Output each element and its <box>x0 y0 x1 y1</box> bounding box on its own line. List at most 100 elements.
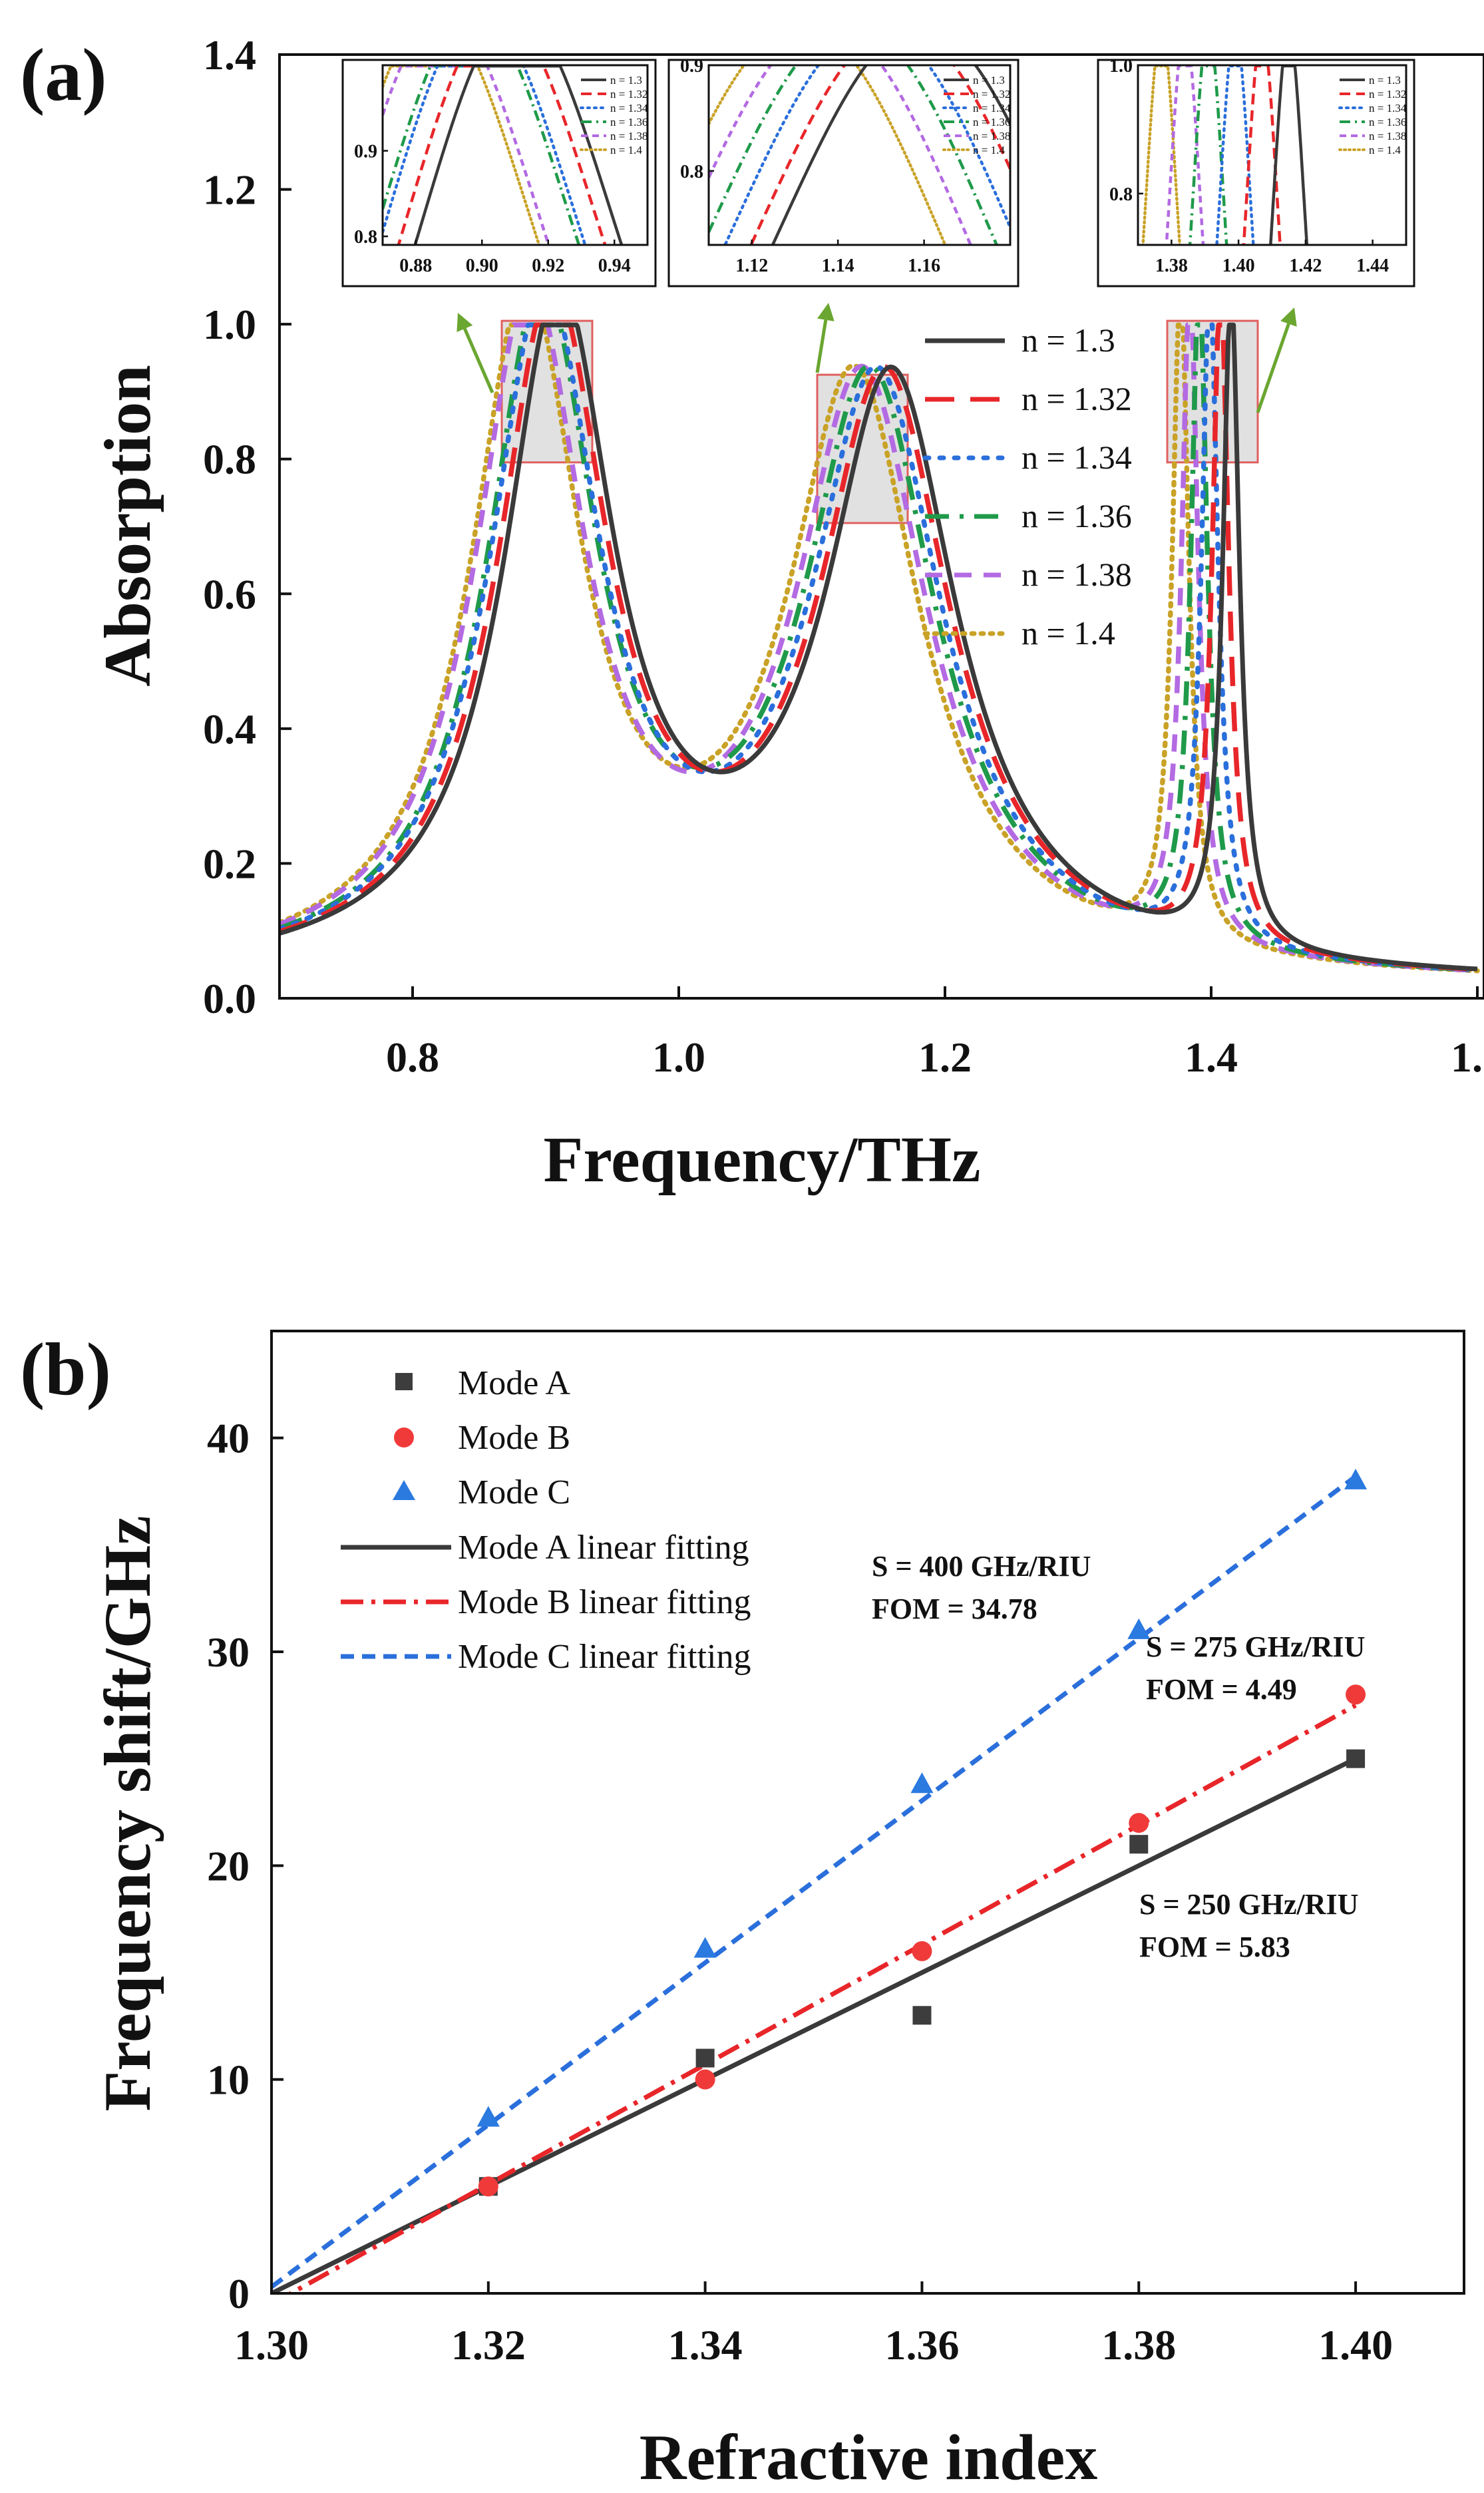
legend-label: Mode B <box>458 1419 570 1457</box>
point-mode-a <box>1346 1749 1366 1768</box>
inset-arrow-2 <box>815 319 828 373</box>
inset-series-line-n-1.36 <box>709 65 999 245</box>
y-tick-label: 0.8 <box>203 436 256 483</box>
panel-b-axes: 1.30 1.32 1.34 1.36 1.38 1.40 0 10 20 30 40 <box>207 1415 1393 2369</box>
inset-legend-label: n = 1.34 <box>610 102 648 114</box>
inset-legend-label: n = 1.36 <box>1369 116 1406 128</box>
series-line-n-1.38 <box>279 322 1479 973</box>
x-tick-label: 1.40 <box>1318 2321 1393 2369</box>
inset-legend-label: n = 1.38 <box>610 130 648 142</box>
inset-series-group <box>709 65 1010 245</box>
inset-x-tick-label: 0.88 <box>399 256 432 276</box>
point-mode-c <box>693 1937 717 1958</box>
inset-x-tick-label: 1.38 <box>1155 256 1188 276</box>
fit-lines-group <box>272 1474 1358 2293</box>
inset-arrow-3 <box>1256 323 1290 413</box>
x-tick-label: 1.2 <box>918 1034 972 1081</box>
legend-entry-n-1.38: n = 1.38 <box>925 556 1132 593</box>
inset-y-tick-label: 0.8 <box>1109 184 1133 205</box>
legend-entry-mode-b-fit: Mode B linear fitting <box>341 1583 751 1621</box>
inset-arrow-head-2 <box>817 303 835 321</box>
panel-b-label: (b) <box>20 1328 111 1411</box>
y-tick-label: 40 <box>207 1415 250 1462</box>
inset-legend-label: n = 1.36 <box>973 116 1010 128</box>
point-mode-c <box>1344 1468 1368 1489</box>
fit-line-mode-a <box>272 1756 1357 2293</box>
y-tick-label: 0.0 <box>203 975 256 1022</box>
panel-b-y-axis-label: Frequency shift/GHz <box>91 1515 164 2111</box>
series-line-n-1.36 <box>279 322 1479 973</box>
inset-y-tick-label: 0.8 <box>680 162 703 182</box>
inset-legend-label: n = 1.38 <box>973 130 1010 142</box>
legend-label: Mode C <box>458 1473 570 1511</box>
inset-series-line-n-1.38 <box>383 65 550 245</box>
inset-legend: n = 1.3n = 1.32 n = 1.34 n = 1.36 n = 1.38 n… <box>580 74 648 156</box>
panel-a-insets: 0.88 0.90 0.92 0.940.80.9n = 1.3n = 1.32n =… <box>341 56 1415 413</box>
panel-a: (a) 0.8 1.0 1.2 1.4 1.6 0.0 0.2 0.4 0.6 0.8 1.0 1.2… <box>20 31 1484 1196</box>
fit-line-mode-c <box>272 1474 1358 2289</box>
inset-x-tick-label: 1.12 <box>735 256 768 276</box>
point-mode-a <box>912 2006 932 2025</box>
series-line-n-1.32 <box>279 322 1479 972</box>
annotation-mode-a-fom: FOM = 5.83 <box>1139 1931 1290 1963</box>
y-tick-label: 30 <box>207 1629 250 1676</box>
annotation-mode-b-fom: FOM = 4.49 <box>1146 1673 1297 1706</box>
inset-1: 0.88 0.90 0.92 0.940.80.9n = 1.3n = 1.32n =… <box>341 59 657 288</box>
inset-legend-label: n = 1.32 <box>610 88 648 100</box>
inset-y-tick-label: 1.0 <box>1109 56 1133 77</box>
legend-label: Mode A linear fitting <box>458 1529 749 1567</box>
legend-label: Mode C linear fitting <box>458 1638 751 1676</box>
point-mode-b <box>695 2069 715 2090</box>
inset-series-line-n-1.32 <box>1242 65 1282 245</box>
panel-b-frame <box>270 1330 1465 2295</box>
panel-b-annotations: S = 400 GHz/RIU FOM = 34.78 S = 275 GHz/… <box>872 1550 1365 1963</box>
inset-legend-label: n = 1.3 <box>1369 74 1401 87</box>
point-mode-c <box>476 2106 500 2127</box>
inset-legend-label: n = 1.3 <box>610 74 642 87</box>
series-line-n-1.34 <box>279 322 1480 972</box>
inset-legend-label: n = 1.4 <box>973 144 1005 156</box>
inset-arrow-head-1 <box>457 313 473 333</box>
y-tick-label: 0 <box>228 2270 250 2317</box>
y-tick-label: 20 <box>207 1842 250 1889</box>
legend-label: n = 1.3 <box>1021 321 1115 359</box>
inset-legend-label: n = 1.38 <box>1369 130 1406 142</box>
panel-a-x-axis-label: Frequency/THz <box>544 1124 981 1196</box>
panel-a-series-group <box>279 322 1480 974</box>
inset-series-line-n-1.38 <box>709 65 972 245</box>
inset-background <box>1097 59 1415 288</box>
point-mode-b <box>1346 1684 1366 1705</box>
legend-marker-circle <box>394 1428 414 1447</box>
y-tick-label: 0.4 <box>203 705 256 753</box>
inset-x-tick-label: 1.14 <box>822 256 854 276</box>
inset-3: 1.38 1.40 1.42 1.440.81.0n = 1.3n = 1.32n =… <box>1097 56 1415 288</box>
point-mode-b <box>912 1941 932 1961</box>
legend-entry-mode-c-fit: Mode C linear fitting <box>341 1638 751 1676</box>
x-tick-label: 1.4 <box>1185 1034 1238 1081</box>
inset-x-tick-label: 0.90 <box>466 256 498 276</box>
inset-legend-label: n = 1.3 <box>973 74 1005 87</box>
x-tick-label: 0.8 <box>386 1034 439 1081</box>
inset-2: 1.12 1.14 1.160.80.9n = 1.3n = 1.32n = 1.3… <box>667 56 1020 288</box>
annotation-mode-a-sensitivity: S = 250 GHz/RIU <box>1139 1888 1358 1921</box>
annotation-mode-b-sensitivity: S = 275 GHz/RIU <box>1146 1630 1365 1663</box>
legend-entry-n-1.34: n = 1.34 <box>922 439 1132 476</box>
scatter-points-group <box>476 1468 1368 2197</box>
inset-background <box>341 59 657 288</box>
x-tick-label: 1.36 <box>884 2321 959 2369</box>
inset-legend-label: n = 1.36 <box>610 116 648 128</box>
y-tick-label: 0.6 <box>203 570 256 618</box>
inset-series-line-n-1.3 <box>771 65 1010 245</box>
inset-legend-label: n = 1.34 <box>1369 102 1407 114</box>
inset-x-tick-label: 1.40 <box>1222 256 1255 276</box>
panel-a-frame <box>278 53 1484 1000</box>
inset-series-group <box>1141 65 1309 245</box>
legend-label: n = 1.4 <box>1021 614 1115 652</box>
inset-series-line-n-1.34 <box>723 65 1010 245</box>
legend-label: n = 1.34 <box>1021 439 1132 476</box>
legend-label: Mode B linear fitting <box>458 1583 751 1621</box>
inset-x-tick-label: 1.44 <box>1356 256 1389 276</box>
legend-entry-n-1.3: n = 1.3 <box>925 321 1115 359</box>
inset-y-tick-label: 0.9 <box>354 142 377 162</box>
